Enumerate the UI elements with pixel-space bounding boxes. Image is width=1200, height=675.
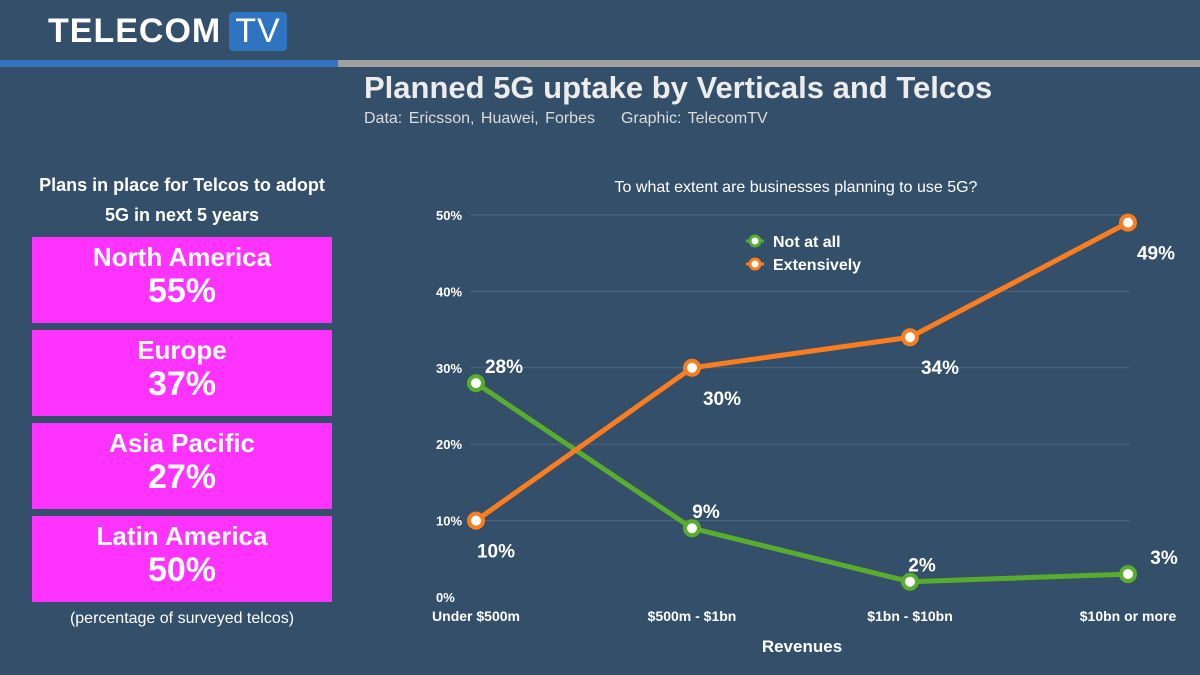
data-point: [901, 328, 919, 347]
legend-marker: [748, 257, 762, 271]
data-label: 34%: [921, 358, 959, 379]
data-label: 28%: [485, 357, 523, 378]
region-name: Europe: [137, 335, 227, 365]
region-box: North America 55%: [32, 237, 332, 323]
y-tick-label: 30%: [436, 361, 462, 376]
data-label: 10%: [477, 542, 515, 563]
chart-title: To what extent are businesses planning t…: [615, 179, 978, 196]
telecomtv-logo: TELECOM TV: [48, 12, 287, 51]
y-tick-label: 50%: [436, 208, 462, 223]
y-tick-label: 0%: [436, 590, 455, 605]
data-label: 49%: [1137, 244, 1175, 265]
x-tick-label: $10bn or more: [1080, 608, 1177, 624]
data-point: [901, 572, 919, 591]
region-box: Europe 37%: [32, 330, 332, 416]
left-panel-heading: Plans in place for Telcos to adopt 5G in…: [39, 175, 325, 225]
legend-label: Not at all: [773, 234, 841, 251]
region-value: 50%: [147, 551, 217, 589]
data-point: [683, 519, 701, 538]
region-name: Asia Pacific: [109, 428, 255, 458]
region-name: North America: [92, 242, 272, 272]
header-bar-grey: [338, 60, 1200, 67]
page-title: Planned 5G uptake by Verticals and Telco…: [364, 70, 993, 105]
legend-marker: [748, 234, 762, 248]
region-box: Latin America 50%: [32, 516, 332, 602]
data-point: [683, 358, 701, 377]
y-tick-label: 40%: [436, 284, 462, 299]
subtitle: Data: Ericsson, Huawei, Forbes Graphic: T…: [364, 110, 794, 128]
data-label: 2%: [908, 556, 936, 577]
data-point: [467, 511, 485, 530]
y-tick-label: 20%: [436, 437, 462, 452]
graphic-credit: Graphic: TelecomTV: [620, 110, 768, 127]
x-tick-label: $500m - $1bn: [648, 608, 737, 624]
data-point: [467, 374, 485, 393]
region-value: 37%: [147, 365, 217, 403]
region-box: Asia Pacific 27%: [32, 423, 332, 509]
data-label: 30%: [703, 389, 741, 410]
data-point: [1119, 565, 1137, 584]
series-line: [474, 381, 1129, 585]
data-label: 3%: [1150, 548, 1178, 569]
legend-label: Extensively: [773, 257, 861, 274]
logo-text: TELECOM: [48, 12, 222, 50]
x-axis-label: Revenues: [762, 637, 842, 656]
header-bar-blue: [0, 60, 338, 67]
region-value: 55%: [147, 272, 217, 310]
series-line: [474, 220, 1130, 523]
x-tick-label: Under $500m: [432, 608, 520, 624]
x-tick-label: $1bn - $10bn: [867, 608, 953, 624]
source-text: Data: Ericsson, Huawei, Forbes: [364, 110, 595, 127]
data-point: [1119, 213, 1137, 232]
logo-tv: TV: [229, 12, 287, 51]
region-name: Latin America: [96, 521, 268, 551]
data-label: 9%: [692, 502, 720, 523]
y-tick-label: 10%: [436, 514, 462, 529]
region-value: 27%: [147, 458, 217, 496]
left-panel-note: (percentage of surveyed telcos): [69, 610, 295, 627]
